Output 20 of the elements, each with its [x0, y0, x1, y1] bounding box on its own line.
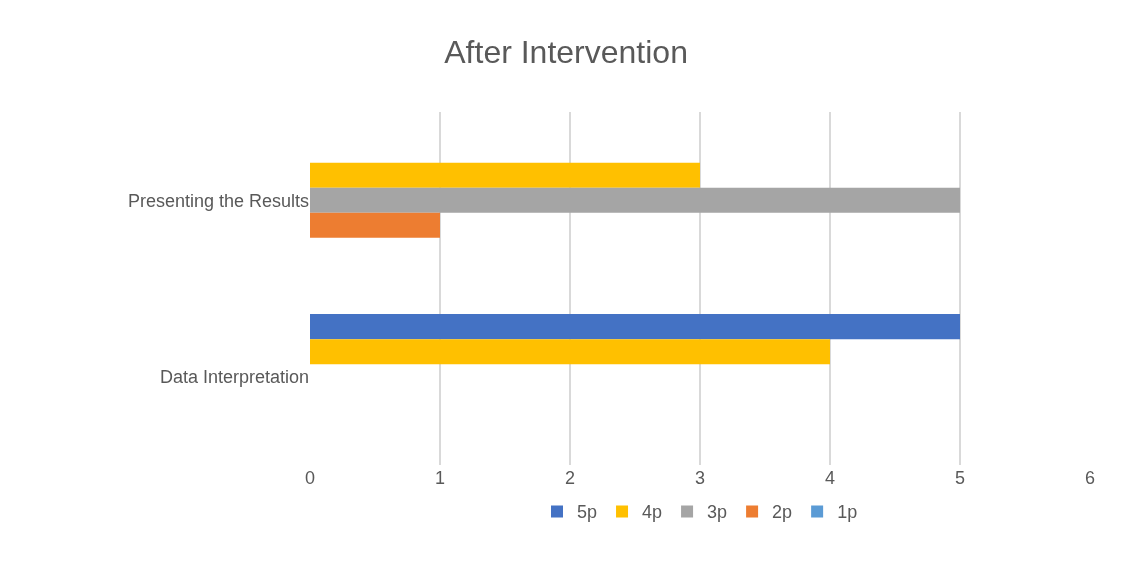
x-tick-label: 4 [824, 468, 836, 488]
legend-label: 5p [577, 502, 598, 523]
x-tick-label: 0 [304, 468, 316, 488]
legend-label: 3p [707, 502, 728, 523]
x-tick-label: 5 [954, 468, 966, 488]
x-tick-label: 2 [564, 468, 576, 488]
x-tick-label: 1 [434, 468, 446, 488]
legend-label: 4p [642, 502, 663, 523]
bar [310, 162, 700, 188]
bar [310, 314, 960, 340]
x-tick-label: 6 [1084, 468, 1096, 488]
y-tick-label: Presenting the Results [127, 190, 309, 211]
y-tick-label: Data Interpretation [159, 367, 309, 388]
x-tick-label: 3 [694, 468, 706, 488]
chart-title: After Intervention [444, 33, 688, 70]
legend-label: 2p [772, 502, 793, 523]
bar [310, 187, 960, 213]
legend-label: 1p [837, 502, 858, 523]
bar [310, 339, 830, 365]
bar [310, 212, 440, 238]
